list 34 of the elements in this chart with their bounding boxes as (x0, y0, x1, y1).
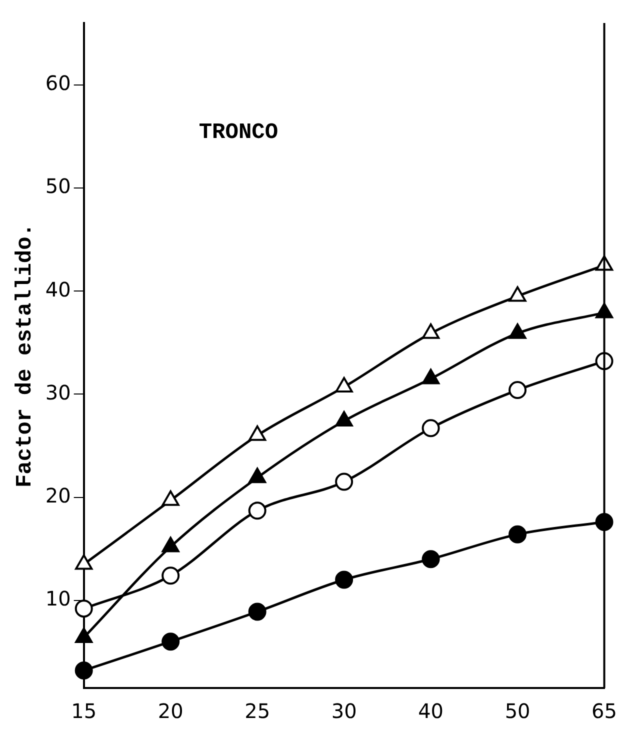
x-tick-label: 20 (158, 699, 184, 724)
x-tick-label: 65 (592, 699, 617, 724)
point (422, 323, 440, 339)
y-tick-label: 10 (45, 586, 71, 611)
x-tick-label: 40 (418, 699, 444, 724)
point (74, 600, 93, 618)
point (335, 376, 353, 392)
point (508, 286, 526, 302)
point (335, 570, 354, 589)
y-tick-label: 60 (45, 71, 71, 96)
point (508, 525, 527, 544)
point (74, 661, 93, 680)
y-tick-label: 50 (45, 174, 71, 198)
x-tick-label: 30 (331, 699, 357, 724)
x-tick-label: 50 (504, 699, 530, 724)
point (248, 425, 266, 441)
y-tick-label: 40 (45, 277, 71, 302)
point (422, 550, 440, 568)
point (248, 502, 266, 520)
point (162, 566, 180, 585)
point (248, 602, 266, 621)
point (508, 323, 526, 339)
annotation: TRONCO (198, 120, 278, 145)
y-tick-label: 30 (45, 380, 71, 404)
y-axis-title: Factor de estallido. (12, 223, 38, 488)
y-tick-label: 20 (45, 483, 71, 508)
point (335, 410, 353, 426)
point (248, 468, 266, 484)
point (335, 472, 354, 491)
point (162, 632, 180, 651)
x-tick-label: 15 (71, 699, 97, 724)
point (422, 368, 440, 384)
point (422, 419, 440, 438)
x-tick-label: 25 (244, 699, 270, 724)
